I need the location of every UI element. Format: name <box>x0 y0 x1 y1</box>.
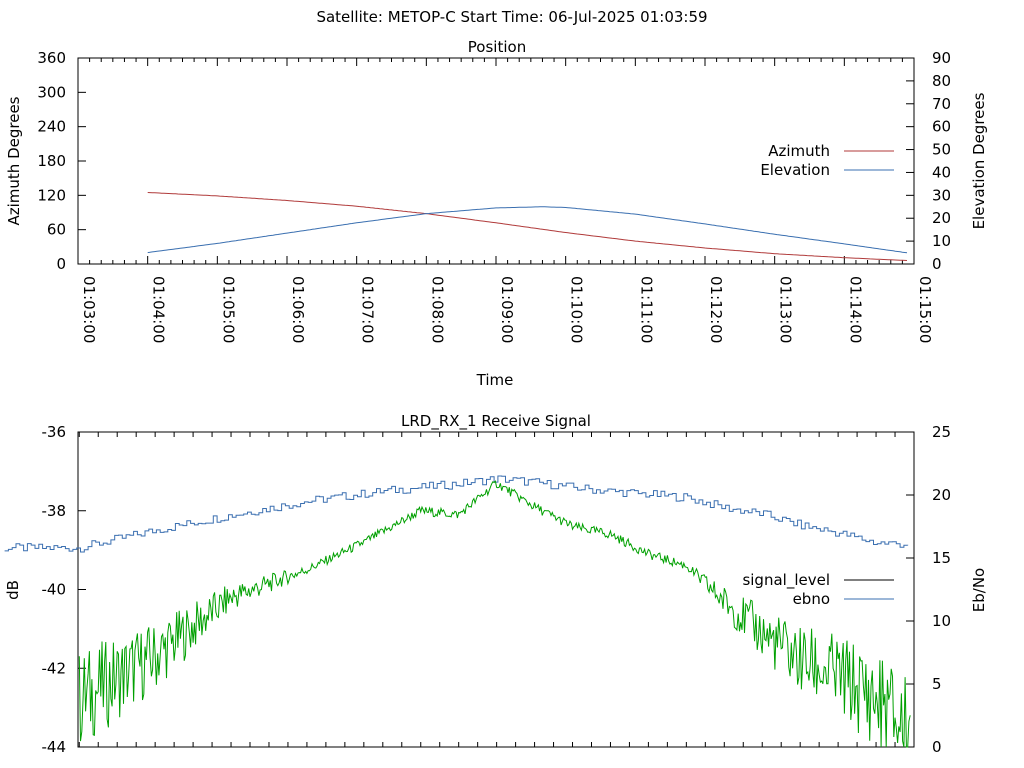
signal-level-line <box>78 480 911 748</box>
legend-label-ebno: ebno <box>793 590 830 608</box>
azimuth-tick-label: 60 <box>47 221 66 239</box>
position-panel: Position Azimuth Degrees Elevation Degre… <box>5 38 988 389</box>
db-tick-label: -44 <box>42 738 67 756</box>
time-tick-label: 01:07:00 <box>359 276 377 343</box>
azimuth-tick-label: 240 <box>37 118 66 136</box>
azimuth-tick-label: 180 <box>37 152 66 170</box>
time-tick-label: 01:03:00 <box>80 276 98 343</box>
elevation-axis-label: Elevation Degrees <box>970 92 988 229</box>
db-tick-label: -36 <box>42 423 67 441</box>
time-tick-label: 01:12:00 <box>707 276 725 343</box>
elevation-ticks: 0 10 20 30 40 50 60 70 80 90 <box>906 49 951 273</box>
ebno-ticks: 25 20 15 10 5 0 <box>906 423 951 756</box>
signal-panel: LRD_RX_1 Receive Signal dB Eb/No -36-38-… <box>4 412 988 756</box>
azimuth-ticks: 0 60 120 180 240 300 360 <box>37 49 86 273</box>
time-tick-label: 01:05:00 <box>219 276 237 343</box>
elevation-tick-label: 0 <box>932 255 942 273</box>
ebno-line <box>4 475 909 553</box>
legend-label-azimuth: Azimuth <box>768 142 830 160</box>
db-ticks: -36 -38 -40 -42 -44 <box>42 423 86 756</box>
time-ticks: 01:03:00 01:04:00 01:05:00 01:06:00 01:07:00… <box>77 58 934 343</box>
time-tick-label: 01:04:00 <box>150 276 168 343</box>
figure-title: Satellite: METOP-C Start Time: 06-Jul-20… <box>316 8 707 26</box>
ebno-tick-label: 25 <box>932 423 951 441</box>
elevation-tick-label: 80 <box>932 72 951 90</box>
db-tick-label: -38 <box>42 502 67 520</box>
ebno-tick-label: 20 <box>932 486 951 504</box>
signal-legend: signal_level ebno <box>742 571 894 608</box>
time-tick-label: 01:10:00 <box>568 276 586 343</box>
time-tick-label: 01:13:00 <box>777 276 795 343</box>
azimuth-tick-label: 300 <box>37 83 66 101</box>
ebno-tick-label: 10 <box>932 612 951 630</box>
elevation-tick-label: 70 <box>932 95 951 113</box>
elevation-line <box>147 206 908 254</box>
elevation-tick-label: 60 <box>932 118 951 136</box>
time-axis-label: Time <box>476 371 514 389</box>
time-tick-label: 01:11:00 <box>637 276 655 343</box>
signal-series <box>4 475 911 748</box>
position-legend: Azimuth Elevation <box>760 142 894 179</box>
azimuth-tick-label: 0 <box>56 255 66 273</box>
azimuth-axis-label: Azimuth Degrees <box>5 96 23 225</box>
elevation-tick-label: 90 <box>932 49 951 67</box>
time-tick-label: 01:06:00 <box>289 276 307 343</box>
signal-time-ticks <box>78 432 915 747</box>
azimuth-tick-label: 360 <box>37 49 66 67</box>
elevation-tick-label: 50 <box>932 141 951 159</box>
azimuth-tick-label: 120 <box>37 186 66 204</box>
time-tick-label: 01:14:00 <box>846 276 864 343</box>
elevation-tick-label: 40 <box>932 163 951 181</box>
legend-label-elevation: Elevation <box>760 161 830 179</box>
db-tick-label: -42 <box>42 659 67 677</box>
db-tick-label: -40 <box>42 581 67 599</box>
elevation-tick-label: 30 <box>932 186 951 204</box>
db-axis-label: dB <box>4 580 22 600</box>
time-tick-label: 01:15:00 <box>916 276 934 343</box>
time-tick-label: 01:09:00 <box>498 276 516 343</box>
position-series <box>147 192 908 261</box>
signal-title: LRD_RX_1 Receive Signal <box>401 412 591 431</box>
ebno-tick-label: 15 <box>932 549 951 567</box>
azimuth-line <box>147 192 908 261</box>
elevation-tick-label: 20 <box>932 209 951 227</box>
ebno-tick-label: 5 <box>932 675 942 693</box>
ebno-axis-label: Eb/No <box>970 568 988 612</box>
position-title: Position <box>468 38 526 56</box>
legend-label-signal-level: signal_level <box>742 571 830 590</box>
time-tick-label: 01:08:00 <box>428 276 446 343</box>
elevation-tick-label: 10 <box>932 232 951 250</box>
signal-plot-frame <box>77 431 915 748</box>
ebno-tick-label: 0 <box>932 738 942 756</box>
